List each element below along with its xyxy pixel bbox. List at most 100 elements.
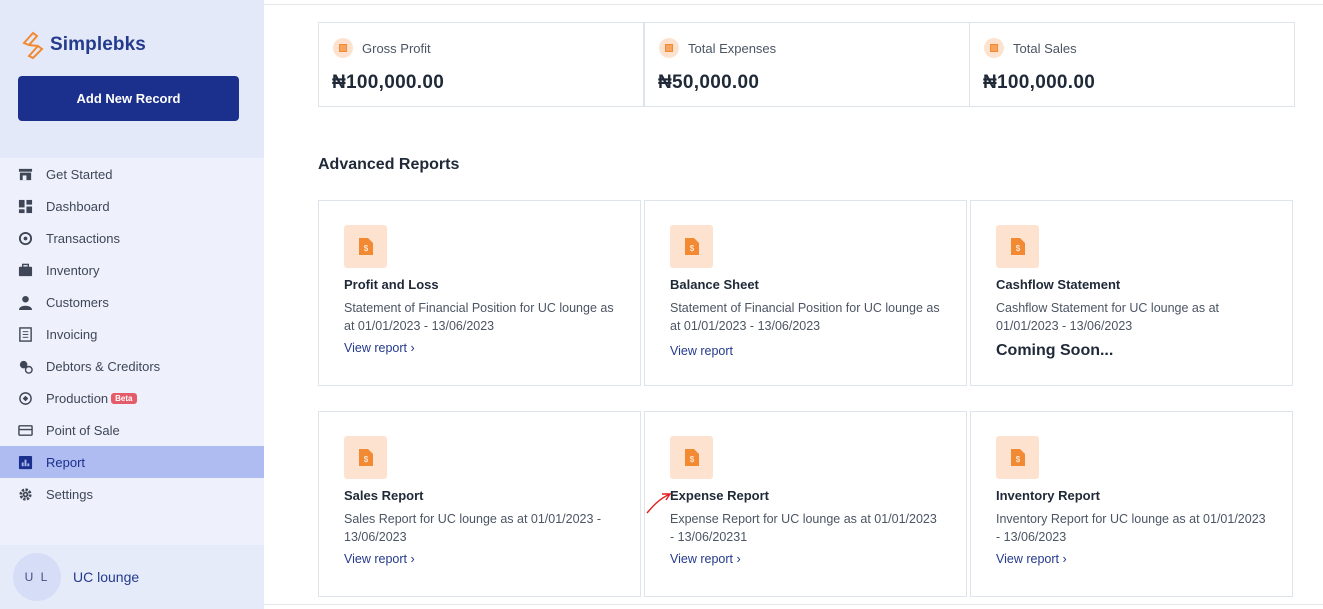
sidebar-item-label: Transactions (46, 230, 120, 246)
card-description: Sales Report for UC lounge as at 01/01/2… (344, 512, 602, 544)
card-title: Balance Sheet (670, 277, 759, 292)
sidebar-item-point-of-sale[interactable]: Point of Sale (0, 414, 264, 446)
card-description: Inventory Report for UC lounge as at 01/… (996, 512, 1266, 544)
sidebar-item-label: Report (46, 454, 86, 470)
document-dollar-icon: $ (670, 225, 713, 268)
report-card-profit-loss: $ Profit and Loss Statement of Financial… (318, 200, 641, 386)
avatar: U L (13, 553, 61, 601)
stat-card-gross-profit: Gross Profit ₦100,000.00 (318, 22, 644, 107)
svg-text:$: $ (363, 455, 368, 464)
card-description: Statement of Financial Position for UC l… (344, 301, 614, 333)
sidebar-item-production[interactable]: Production Beta (0, 382, 264, 414)
svg-text:$: $ (363, 244, 368, 253)
briefcase-icon (18, 263, 33, 276)
sidebar-item-dashboard[interactable]: Dashboard (0, 190, 264, 222)
user-name: UC lounge (73, 569, 140, 585)
stat-label: Gross Profit (362, 40, 431, 56)
card-title: Expense Report (670, 488, 769, 503)
square-icon (333, 38, 353, 58)
logo[interactable]: Simplebks (20, 30, 146, 60)
document-dollar-icon: $ (344, 225, 387, 268)
sidebar-item-label: Point of Sale (46, 422, 120, 438)
sidebar-item-label: Inventory (46, 262, 100, 278)
dashboard-icon (18, 199, 33, 213)
square-icon (984, 38, 1004, 58)
stat-card-total-expenses: Total Expenses ₦50,000.00 (644, 22, 970, 107)
stat-value: ₦100,000.00 (983, 72, 1096, 93)
sidebar-item-debtors-creditors[interactable]: Debtors & Creditors (0, 350, 264, 382)
card-title: Sales Report (344, 488, 424, 503)
sidebar: Simplebks Add New Record Get Started Das… (0, 0, 264, 609)
card-title: Profit and Loss (344, 277, 439, 292)
logo-icon (22, 31, 44, 60)
view-report-link[interactable]: View report › (670, 552, 741, 566)
person-icon (18, 295, 33, 310)
sidebar-item-label: Dashboard (46, 198, 110, 214)
coming-soon-label: Coming Soon... (996, 342, 1114, 359)
sidebar-item-label: Settings (46, 486, 93, 502)
stat-header: Gross Profit (333, 38, 431, 58)
sidebar-item-customers[interactable]: Customers (0, 286, 264, 318)
view-report-link[interactable]: View report › (344, 552, 415, 566)
stat-label: Total Expenses (688, 40, 777, 56)
card-description: Statement of Financial Position for UC l… (670, 301, 940, 333)
svg-text:$: $ (1015, 455, 1020, 464)
document-dollar-icon: $ (996, 225, 1039, 268)
sidebar-item-label: Debtors & Creditors (46, 358, 161, 374)
sidebar-nav: Get Started Dashboard Transactions Inven… (0, 158, 264, 510)
svg-text:$: $ (689, 455, 694, 464)
stat-header: Total Sales (984, 38, 1077, 58)
brand-name: Simplebks (50, 34, 146, 55)
store-icon (18, 168, 33, 180)
receipt-icon (19, 326, 32, 342)
section-title: Advanced Reports (318, 156, 460, 173)
report-card-balance-sheet: $ Balance Sheet Statement of Financial P… (644, 200, 967, 386)
view-report-link[interactable]: View report › (344, 341, 415, 355)
sidebar-item-label: Production (46, 390, 109, 406)
view-report-link[interactable]: View report › (996, 552, 1067, 566)
transactions-icon (18, 231, 33, 245)
card-title: Cashflow Statement (996, 277, 1121, 292)
annotation-arrow-icon (646, 493, 672, 514)
square-icon (659, 38, 679, 58)
document-dollar-icon: $ (344, 436, 387, 479)
bottom-divider (264, 604, 1323, 605)
card-description: Cashflow Statement for UC lounge as at 0… (996, 301, 1220, 333)
view-report-link[interactable]: View report (670, 344, 733, 358)
sidebar-item-invoicing[interactable]: Invoicing (0, 318, 264, 350)
report-card-inventory: $ Inventory Report Inventory Report for … (970, 411, 1293, 597)
sidebar-item-label: Get Started (46, 166, 113, 182)
sidebar-item-settings[interactable]: Settings (0, 478, 264, 510)
document-dollar-icon: $ (670, 436, 713, 479)
stat-header: Total Expenses (659, 38, 776, 58)
report-card-cashflow: $ Cashflow Statement Cashflow Statement … (970, 200, 1293, 386)
report-icon (18, 455, 33, 469)
svg-text:$: $ (689, 244, 694, 253)
stat-value: ₦100,000.00 (332, 72, 445, 93)
svg-text:$: $ (1015, 244, 1020, 253)
sidebar-item-label: Invoicing (46, 326, 98, 342)
sidebar-item-get-started[interactable]: Get Started (0, 158, 264, 190)
report-card-sales: $ Sales Report Sales Report for UC loung… (318, 411, 641, 597)
report-card-expense: $ Expense Report Expense Report for UC l… (644, 411, 967, 597)
production-icon (19, 391, 32, 405)
document-dollar-icon: $ (996, 436, 1039, 479)
top-divider (264, 4, 1323, 5)
card-title: Inventory Report (996, 488, 1101, 503)
user-profile[interactable]: U L UC lounge (0, 545, 264, 609)
stat-value: ₦50,000.00 (658, 72, 760, 93)
beta-badge: Beta (111, 392, 137, 404)
sidebar-item-transactions[interactable]: Transactions (0, 222, 264, 254)
gear-icon (19, 487, 32, 501)
sidebar-item-label: Customers (46, 294, 109, 310)
stat-label: Total Sales (1013, 40, 1077, 56)
card-icon (18, 424, 33, 436)
sidebar-header: Simplebks Add New Record (0, 0, 264, 158)
sidebar-item-report[interactable]: Report (0, 446, 264, 478)
debtors-icon (19, 360, 33, 374)
add-new-record-button[interactable]: Add New Record (18, 76, 239, 121)
sidebar-item-inventory[interactable]: Inventory (0, 254, 264, 286)
stat-card-total-sales: Total Sales ₦100,000.00 (969, 22, 1295, 107)
card-description: Expense Report for UC lounge as at 01/01… (670, 512, 937, 544)
